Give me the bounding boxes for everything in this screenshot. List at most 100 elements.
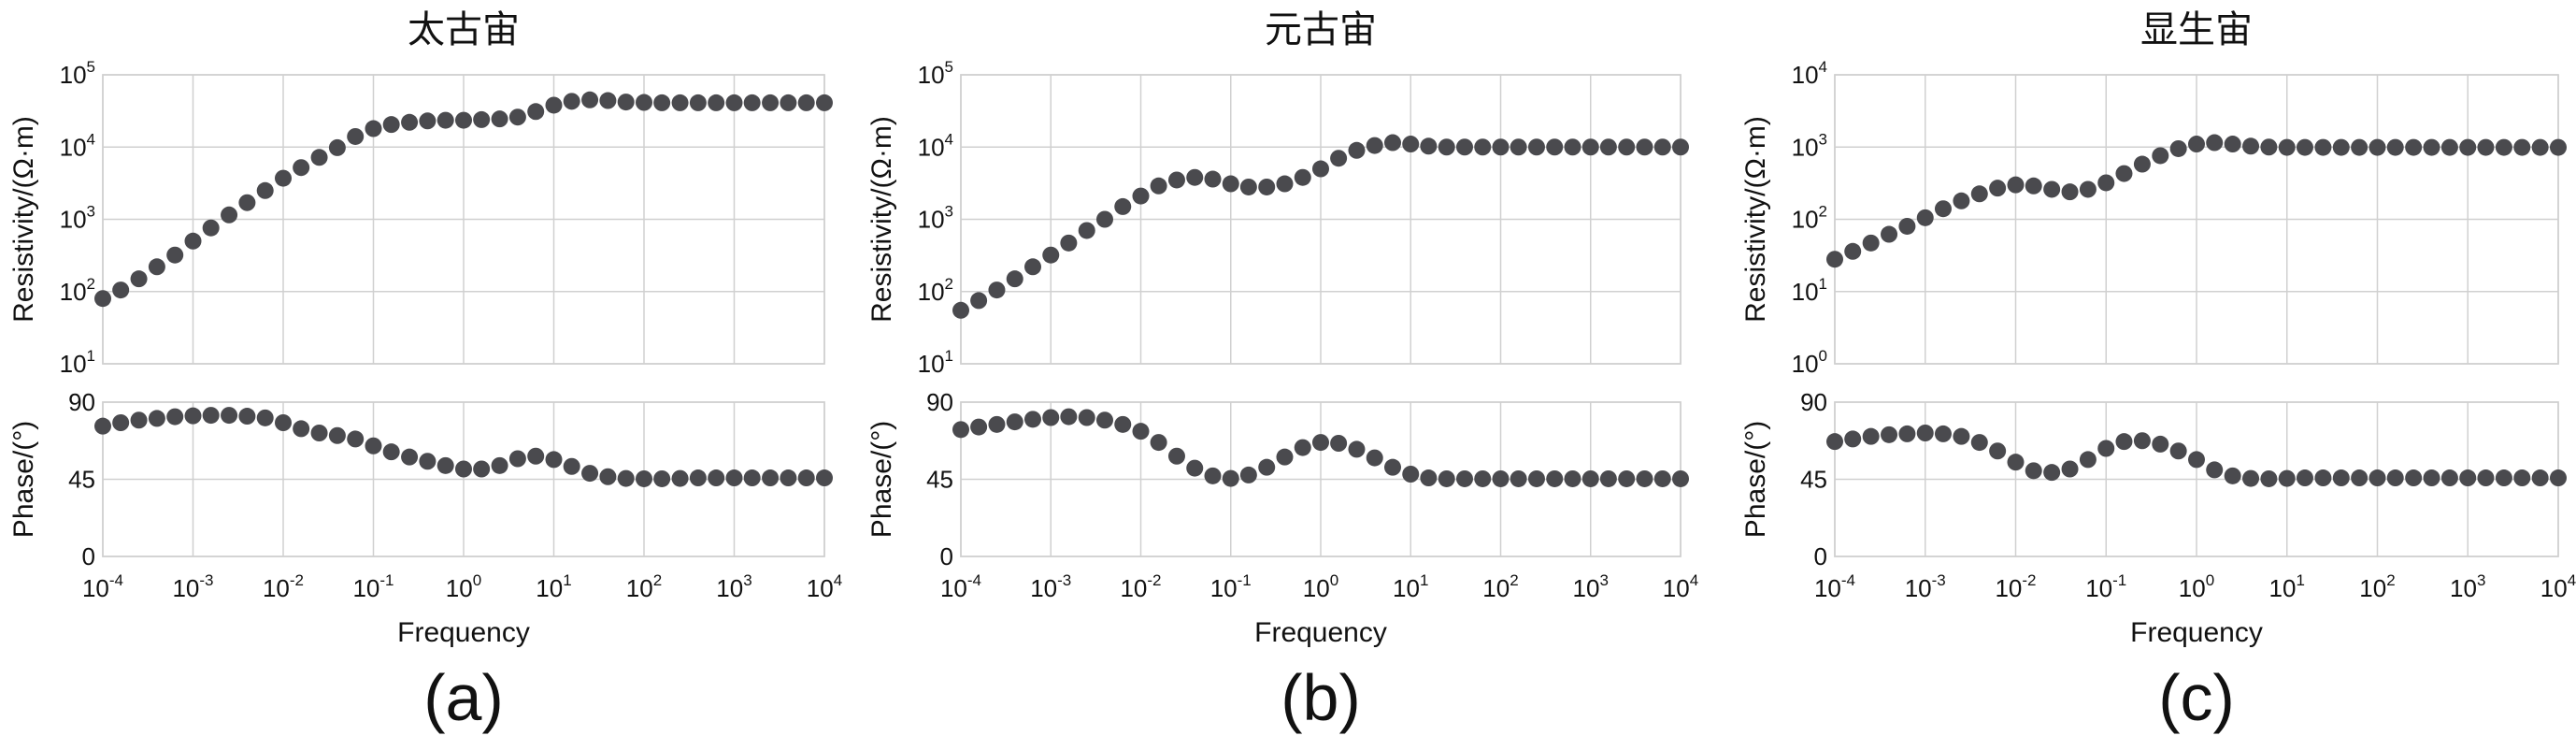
resistivity-plot: 100 101 102 103 104 Resistivity/(Ω·m)	[1740, 58, 2567, 378]
resistivity-point	[2405, 138, 2423, 156]
resistivity-point	[1862, 234, 1880, 252]
y-tick-label: 45	[1800, 466, 1827, 494]
resistivity-point	[1132, 187, 1150, 205]
resistivity-point	[2368, 138, 2386, 156]
phase-point	[1455, 469, 1473, 487]
panel-label: (c)	[2158, 661, 2235, 734]
resistivity-point	[617, 94, 635, 111]
phase-point	[636, 469, 652, 487]
phase-point	[2260, 469, 2278, 487]
phase-point	[1636, 469, 1653, 487]
x-tick-label: 102	[2359, 571, 2395, 602]
panel-label: (a)	[423, 661, 504, 734]
y-tick-label: 104	[918, 130, 953, 161]
phase-point	[671, 469, 689, 487]
x-axis-title: Frequency	[1254, 617, 1387, 648]
phase-point	[1276, 448, 1294, 466]
resistivity-point	[1294, 168, 1311, 186]
phase-point	[689, 469, 707, 487]
resistivity-point	[1564, 138, 1581, 156]
x-tick-label: 104	[1663, 571, 1698, 602]
phase-point	[1060, 408, 1078, 426]
resistivity-point	[1653, 138, 1671, 156]
resistivity-point	[491, 110, 508, 128]
resistivity-point	[184, 232, 202, 250]
phase-axis-title: Phase/(°)	[1740, 421, 1771, 538]
resistivity-point	[508, 108, 526, 126]
resistivity-point	[527, 103, 545, 121]
phase-point	[708, 469, 725, 487]
resistivity-point	[1276, 175, 1294, 193]
resistivity-point	[2188, 136, 2205, 153]
resistivity-point	[1420, 137, 1438, 155]
y-tick-label: 90	[68, 388, 95, 416]
resistivity-point	[1186, 168, 1204, 186]
resistivity-point	[2079, 180, 2097, 198]
phase-point	[1222, 469, 1239, 487]
phase-point	[2405, 469, 2423, 487]
x-tick-label: 10-3	[1905, 571, 1946, 602]
resistivity-point	[2224, 136, 2241, 153]
phase-point	[1970, 434, 1988, 452]
resistivity-point	[2513, 138, 2531, 156]
resistivity-point	[1844, 242, 1862, 260]
phase-plot: 0 45 90 Phase/(°)	[866, 388, 1689, 570]
resistivity-point	[1167, 171, 1185, 189]
x-tick-label: 100	[2179, 571, 2214, 602]
resistivity-point	[1402, 136, 1420, 153]
phase-point	[491, 456, 508, 474]
x-tick-label: 100	[1303, 571, 1338, 602]
x-tick-label: 10-1	[2085, 571, 2126, 602]
phase-point	[2314, 469, 2332, 487]
phase-point	[970, 418, 988, 436]
x-tick-label: 102	[1482, 571, 1518, 602]
resistivity-point	[816, 94, 833, 111]
phase-point	[238, 408, 256, 426]
chart-title: 显生宙	[2140, 9, 2253, 51]
resistivity-point	[455, 111, 472, 129]
phase-point	[419, 453, 436, 470]
phase-point	[1114, 415, 1132, 433]
resistivity-point	[988, 281, 1006, 299]
resistivity-point	[653, 94, 671, 111]
chart-title: 太古宙	[408, 9, 520, 51]
resistivity-point	[365, 120, 382, 137]
phase-point	[2495, 469, 2512, 487]
phase-point	[1095, 411, 1113, 429]
phase-point	[130, 411, 148, 429]
phase-point	[473, 460, 491, 478]
resistivity-plot: 101 102 103 104 105 Resistivity/(Ω·m)	[866, 58, 1689, 378]
phase-point	[256, 409, 274, 426]
phase-point	[1186, 459, 1204, 477]
phase-point	[2513, 469, 2531, 487]
y-tick-label: 102	[1792, 203, 1827, 234]
resistivity-point	[1204, 170, 1222, 188]
phase-point	[1844, 430, 1862, 448]
x-tick-label: 10-1	[1210, 571, 1252, 602]
resistivity-point	[780, 94, 797, 111]
phase-point	[2115, 433, 2133, 451]
phase-point	[1953, 427, 1970, 445]
resistivity-point	[347, 127, 365, 145]
phase-point	[1366, 449, 1383, 467]
phase-point	[1024, 411, 1042, 428]
phase-point	[293, 420, 310, 438]
phase-point	[545, 451, 563, 469]
resistivity-point	[382, 116, 400, 134]
resistivity-point	[1618, 138, 1636, 156]
y-tick-label: 103	[918, 203, 953, 234]
phase-point	[1294, 439, 1311, 456]
y-tick-label: 103	[1792, 130, 1827, 161]
resistivity-point	[2386, 138, 2404, 156]
phase-point	[527, 447, 545, 465]
y-tick-label: 101	[1792, 275, 1827, 306]
y-tick-label: 101	[60, 347, 95, 378]
phase-point	[1653, 469, 1671, 487]
resistivity-point	[2260, 138, 2278, 156]
phase-point	[581, 465, 599, 483]
resistivity-point	[293, 159, 310, 177]
resistivity-point	[1438, 138, 1455, 156]
phase-point	[725, 469, 743, 487]
y-tick-label: 90	[926, 388, 953, 416]
resistivity-point	[1024, 258, 1042, 276]
